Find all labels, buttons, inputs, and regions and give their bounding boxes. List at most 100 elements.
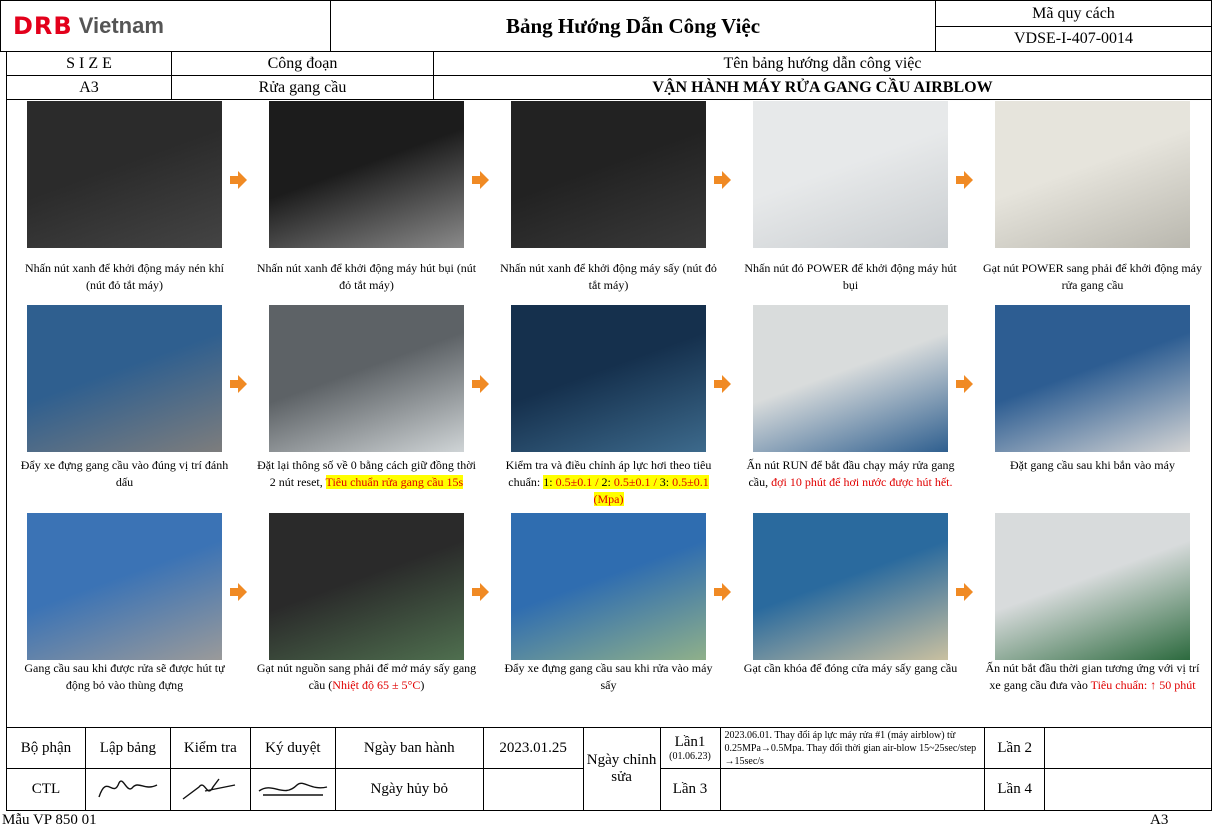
rev1-label: Lần1 bbox=[674, 734, 706, 750]
rev1-note: 2023.06.01. Thay đổi áp lực máy rửa #1 (… bbox=[719, 727, 986, 769]
signature bbox=[249, 768, 336, 811]
step-photo bbox=[511, 513, 706, 660]
step-caption: Ấn nút bắt đầu thời gian tương ứng với v… bbox=[982, 660, 1203, 694]
step: Ấn nút RUN để bắt đầu chạy máy rửa gang … bbox=[732, 305, 969, 517]
arrow-shape bbox=[230, 171, 247, 189]
step-photo bbox=[269, 101, 464, 248]
spec-label: Mã quy cách bbox=[935, 0, 1212, 27]
step-caption: Gạt nút POWER sang phải để khởi động máy… bbox=[982, 260, 1203, 294]
name: VẬN HÀNH MÁY RỬA GANG CẦU AIRBLOW bbox=[433, 75, 1212, 100]
step-caption: Ấn nút RUN để bắt đầu chạy máy rửa gang … bbox=[740, 457, 961, 491]
step-photo bbox=[511, 305, 706, 452]
dept-label: Bộ phận bbox=[6, 727, 86, 769]
arrow-shape bbox=[956, 583, 973, 601]
step: Ấn nút bắt đầu thời gian tương ứng với v… bbox=[974, 513, 1211, 720]
caption-part: ) bbox=[420, 678, 425, 692]
step-caption: Gạt cần khóa để đóng cửa máy sấy gang cầ… bbox=[740, 660, 961, 677]
dept: CTL bbox=[6, 768, 86, 811]
step-caption: Đẩy xe đựng gang cầu vào đúng vị trí đán… bbox=[14, 457, 235, 491]
caption-part: Nhấn nút xanh để khởi động máy hút bụi (… bbox=[256, 261, 477, 292]
step: Đặt gang cầu sau khi bắn vào máy bbox=[974, 305, 1211, 517]
process: Rửa gang cầu bbox=[171, 75, 434, 100]
arrow-shape bbox=[472, 375, 489, 393]
rev1-date: (01.06.23) bbox=[669, 751, 711, 762]
signature bbox=[169, 768, 251, 811]
step-caption: Kiểm tra và điều chỉnh áp lực hơi theo t… bbox=[498, 457, 719, 508]
step: Gang cầu sau khi được rửa sẽ được hút tự… bbox=[6, 513, 243, 720]
process-label: Công đoạn bbox=[171, 51, 434, 76]
arrow bbox=[956, 171, 973, 189]
step: Gạt nút nguồn sang phải để mở máy sấy ga… bbox=[248, 513, 485, 720]
size: A3 bbox=[6, 75, 172, 100]
arrow bbox=[956, 583, 973, 601]
signature-mark bbox=[182, 778, 236, 800]
caption-part: Tiêu chuẩn: ↑ 50 phút bbox=[1090, 678, 1196, 692]
step: Nhấn nút xanh để khởi động máy sấy (nút … bbox=[490, 101, 727, 320]
step: Nhấn nút xanh để khởi động máy hút bụi (… bbox=[248, 101, 485, 320]
step-photo bbox=[269, 305, 464, 452]
arrow bbox=[230, 583, 247, 601]
step-photo bbox=[995, 513, 1190, 660]
arrow bbox=[472, 375, 489, 393]
caption-part: 1: bbox=[543, 475, 553, 489]
caption-part: Đẩy xe đựng gang cầu vào đúng vị trí đán… bbox=[20, 458, 229, 489]
step: Đẩy xe đựng gang cầu vào đúng vị trí đán… bbox=[6, 305, 243, 517]
empty bbox=[1044, 727, 1212, 769]
empty bbox=[482, 768, 584, 811]
signature-mark bbox=[258, 782, 328, 796]
step-photo bbox=[511, 101, 706, 248]
arrow-shape bbox=[714, 375, 731, 393]
caption-part: Nhấn nút xanh để khởi động máy nén khí (… bbox=[25, 261, 224, 292]
step-photo bbox=[753, 101, 948, 248]
arrow-shape bbox=[714, 583, 731, 601]
caption-part: Kiểm tra và điều chỉnh áp lực hơi theo t… bbox=[505, 458, 712, 489]
signature-mark bbox=[98, 780, 158, 798]
arrow-shape bbox=[230, 583, 247, 601]
arrow-shape bbox=[714, 171, 731, 189]
title: Bảng Hướng Dẫn Công Việc bbox=[330, 0, 936, 52]
caption-part: Đặt lại thông số về 0 bằng cách giữ đồng… bbox=[257, 458, 476, 489]
empty bbox=[1044, 768, 1212, 811]
caption-part: Gạt cần khóa để đóng cửa máy sấy gang cầ… bbox=[743, 661, 958, 675]
form-code: Mẫu VP 850 01 bbox=[2, 812, 97, 828]
signature bbox=[84, 768, 171, 811]
step: Nhấn nút xanh để khởi động máy nén khí (… bbox=[6, 101, 243, 320]
caption-part: Tiêu chuẩn rửa gang cầu 15s bbox=[325, 475, 464, 489]
step-photo bbox=[269, 513, 464, 660]
made-label: Lập bảng bbox=[84, 727, 171, 769]
step: Gạt cần khóa để đóng cửa máy sấy gang cầ… bbox=[732, 513, 969, 720]
footer-table: Bộ phận Lập bảng Kiểm tra Ký duyệt Ngày … bbox=[6, 727, 1212, 811]
issue-date: 2023.01.25 bbox=[482, 727, 584, 769]
step-caption: Nhấn nút đỏ POWER để khởi động máy hút b… bbox=[740, 260, 961, 294]
arrow-shape bbox=[956, 171, 973, 189]
step-photo bbox=[753, 305, 948, 452]
size-label: S I Z E bbox=[6, 51, 172, 76]
check-label: Kiểm tra bbox=[169, 727, 251, 769]
caption-part: Gạt nút POWER sang phải để khởi động máy… bbox=[983, 261, 1202, 292]
step-photo bbox=[27, 513, 222, 660]
caption-part: Gang cầu sau khi được rửa sẽ được hút tự… bbox=[24, 661, 225, 692]
caption-part: Ấn nút RUN để bắt đầu chạy máy rửa gang … bbox=[746, 458, 955, 489]
issue-label: Ngày ban hành bbox=[334, 727, 484, 769]
step-photo bbox=[995, 305, 1190, 452]
step-photo bbox=[995, 101, 1190, 248]
step-caption: Đẩy xe đựng gang cầu sau khi rửa vào máy… bbox=[498, 660, 719, 694]
step-photo bbox=[27, 305, 222, 452]
name-label: Tên bảng hướng dẫn công việc bbox=[433, 51, 1212, 76]
arrow-shape bbox=[956, 375, 973, 393]
arrow bbox=[230, 375, 247, 393]
step: Nhấn nút đỏ POWER để khởi động máy hút b… bbox=[732, 101, 969, 320]
arrow bbox=[714, 171, 731, 189]
caption-part: Đặt gang cầu sau khi bắn vào máy bbox=[1010, 458, 1175, 472]
arrow bbox=[230, 171, 247, 189]
paper-size: A3 bbox=[1150, 812, 1169, 828]
caption-part: Đẩy xe đựng gang cầu sau khi rửa vào máy… bbox=[504, 661, 713, 692]
logo-suffix: Vietnam bbox=[78, 13, 164, 38]
spec-code: VDSE-I-407-0014 bbox=[935, 26, 1212, 52]
caption-part: 0.5±0.1 / bbox=[552, 475, 602, 489]
rev1: Lần1 (01.06.23) bbox=[659, 727, 721, 769]
arrow-shape bbox=[472, 171, 489, 189]
step-caption: Đặt lại thông số về 0 bằng cách giữ đồng… bbox=[256, 457, 477, 491]
step-caption: Gạt nút nguồn sang phải để mở máy sấy ga… bbox=[256, 660, 477, 694]
